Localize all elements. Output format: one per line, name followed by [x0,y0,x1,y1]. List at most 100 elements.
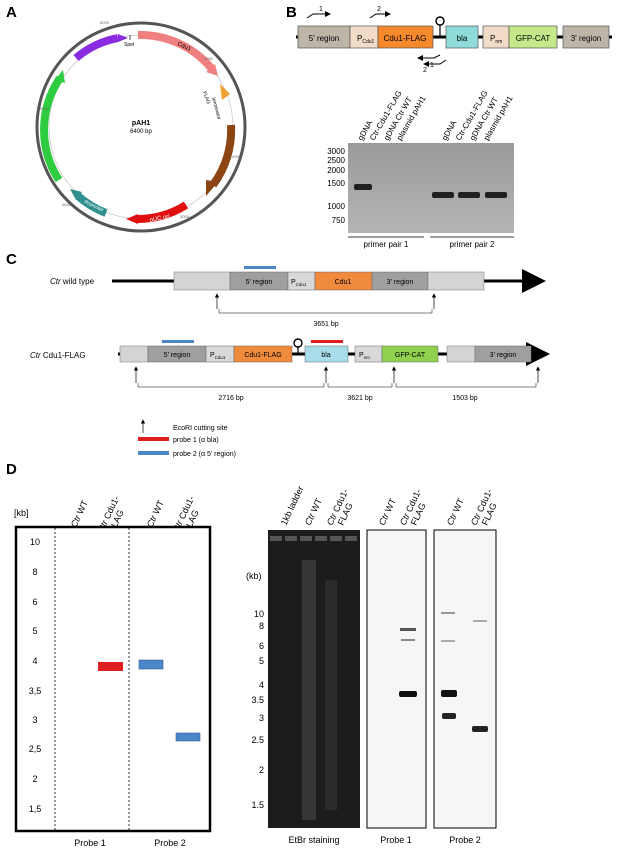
c-flag-distance-3: 1503 bp [452,395,477,402]
gel-b-marker-3000: 3000 [327,147,345,156]
d-etbr-smear-2 [325,580,337,810]
c-flag-gfpcat-label: GFP-CAT [395,352,426,359]
tick-4000: 4000 [62,202,72,207]
gel-b-band-2 [432,192,454,198]
d-probe1-band-3 [399,691,417,697]
c-flag-bla-label: bla [321,352,330,359]
d-right-scale-8: 8 [259,621,264,631]
d-probe2-band-flag [472,726,488,732]
d-right-scale-3-5: 3.5 [251,695,264,705]
d-left-scale-3: 3 [32,715,37,725]
d-right-blots: 1kb ladder Ctr WT Ctr Cdu1- FLAG Ctr WT … [246,485,499,845]
d-left-lane-3: Ctr WT [145,498,166,529]
b-primer-1-forward [306,11,331,19]
d-left-band-probe1 [98,662,123,671]
c-flag-label: Ctr Cdu1-FLAG [30,351,86,360]
d-probe1-label: Probe 1 [380,835,412,845]
b-bla-box [445,25,479,49]
c-wt-5region-label: 5' region [246,279,273,286]
gel-b-marker-750: 750 [332,216,346,225]
c-terminator-icon [293,338,303,348]
legend-ecori: EcoRI cutting site [173,425,228,432]
c-wt-probe2 [244,266,276,269]
d-right-kb-label: (kb) [246,571,262,581]
b-primer-2-reverse [423,59,447,67]
c-wt-3region-label: 3' region [387,279,414,286]
legend-probe1: probe 1 (α bla) [173,437,219,444]
plasmid-backbone [35,21,247,233]
label-terminator: terminator [210,97,222,121]
c-flag-probe2 [162,340,194,343]
c-flag-distance-2: 3621 bp [347,395,372,402]
c-flag-cdu1flag-label: Cdu1-FLAG [244,352,281,359]
b-5region-label: 5' region [309,34,339,43]
d-left-probe1-label: Probe 1 [74,838,106,848]
d-right-scale-10: 10 [254,609,264,619]
d-left-scale-1-5: 1,5 [29,804,42,814]
gel-b-primer-pair-1: primer pair 1 [364,240,409,249]
tick-6000: 6000 [100,20,110,25]
plasmid-size: 6400 bp [130,129,152,135]
d-left-scale-4: 4 [32,656,37,666]
plasmid-map: pAH1 6400 bp 3'region Cdu1 FLAG terminat… [35,20,247,233]
b-pnm-label: Pnm [490,34,502,45]
arc-cdu1 [137,30,215,71]
label-gfp-cat: GFP-CAT [54,119,60,145]
d-left-scale-10: 10 [30,537,40,547]
tick-3000: 3000 [180,214,190,219]
d-probe2-label: Probe 2 [449,835,481,845]
d-left-lane-1: Ctr WT [69,498,90,529]
b-primer-2r-label: 2 [423,67,427,74]
d-right-scale-2: 2 [259,765,264,775]
b-gfpcat-label: GFP-CAT [516,34,551,43]
c-legend: EcoRI cutting site probe 1 (α bla) probe… [138,419,236,458]
b-primer-2-forward [369,11,391,19]
c-flag-cdu1flag [233,345,293,363]
panel-label-a: A [6,4,17,21]
c-flag-3region [474,345,532,363]
c-flag-gfpcat [381,345,439,363]
d-left-band-probe2-flag [175,732,201,742]
gel-b-primer-pair-2: primer pair 2 [450,240,495,249]
legend-probe1-swatch [138,437,169,441]
b-bla-label: bla [457,34,468,43]
c-flag-distance-1: 2716 bp [218,395,243,402]
c-wt-pcdu1-label: PCdu1 [291,279,307,287]
d-right-lane-ladder: 1kb ladder [279,485,306,527]
d-probe1-blot [366,529,427,829]
d-probe1-band-1 [400,628,416,631]
d-probe2-blot [433,529,497,829]
d-etbr-smear-1 [302,560,316,820]
c-flag-3region-label: 3' region [490,352,517,359]
label-cdu1: Cdu1 [176,41,192,53]
c-flag-pcdu1-label: PCdu1 [210,352,226,360]
c-wt-distance: 3651 bp [313,321,338,328]
d-right-scale-2-5: 2.5 [251,735,264,745]
label-bla: Bla [212,140,220,151]
label-flag: FLAG [201,91,211,105]
panel-label-c: C [6,251,17,268]
plasmid-name: pAH1 [132,120,150,127]
gel-b-image [348,143,514,233]
b-primer-2-label: 2 [377,6,381,13]
c-flag-pnm-label: Pnm [359,352,370,360]
gel-b-band-4 [485,192,507,198]
c-wt-cdu1-label: Cdu1 [335,279,352,286]
d-left-diagram: Ctr WT Ctr Cdu1- FLAG Ctr WT Ctr Cdu1- F… [14,494,212,848]
d-left-scale-6: 6 [32,597,37,607]
construct-c-flag: Ctr Cdu1-FLAG 5' region PCdu1 Cdu1-FLAG … [30,338,550,402]
label-puc-ori: pUC ori [149,214,170,224]
d-left-scale-2: 2 [32,774,37,784]
arc-gfp-cat [40,75,64,183]
b-primer-1r-label: 1 [430,62,434,69]
b-terminator-icon [435,16,445,26]
legend-probe2-swatch [138,451,169,455]
b-cdu1flag-label: Cdu1-FLAG [384,34,427,43]
construct-b: 5' region PCdu1 Cdu1-FLAG bla Pnm GFP-CA… [296,6,612,74]
b-gfpcat-box [508,25,558,49]
b-3region-box [562,25,610,49]
b-primer-1-label: 1 [319,6,323,13]
gel-b-band-3 [458,192,480,198]
d-right-scale-4: 4 [259,680,264,690]
d-right-lane-p1-wt: Ctr WT [377,496,398,527]
